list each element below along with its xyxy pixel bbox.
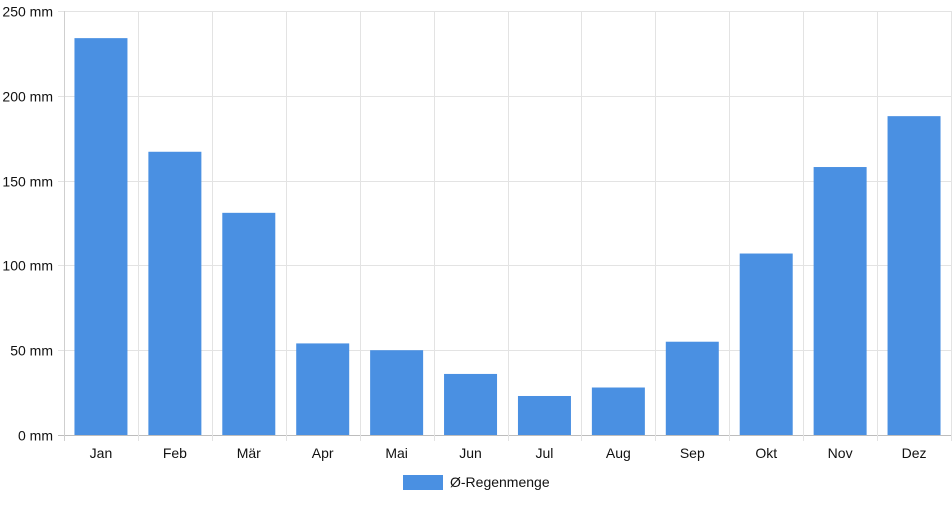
grid: [58, 11, 952, 441]
bar-Nov: [813, 167, 867, 436]
y-tick-label: 250 mm: [2, 4, 53, 20]
x-tick-label: Apr: [312, 445, 334, 461]
y-tick-label: 0 mm: [18, 428, 53, 444]
bar-Jul: [517, 395, 571, 435]
x-tick-label: Dez: [902, 445, 927, 461]
x-tick-label: Jul: [536, 445, 554, 461]
bar-Aug: [591, 387, 645, 435]
x-tick-label: Sep: [680, 445, 705, 461]
bar-Mär: [222, 212, 276, 435]
y-tick-label: 200 mm: [2, 89, 53, 105]
x-tick-label: Jan: [90, 445, 113, 461]
bar-Mai: [370, 350, 424, 435]
x-tick-label: Mai: [385, 445, 408, 461]
legend: Ø-Regenmenge: [403, 474, 550, 490]
x-tick-label: Mär: [237, 445, 261, 461]
y-tick-label: 150 mm: [2, 174, 53, 190]
x-tick-label: Jun: [459, 445, 482, 461]
y-tick-label: 50 mm: [10, 343, 53, 359]
legend-swatch: [403, 475, 443, 490]
axes: 0 mm 50 mm 100 mm 150 mm 200 mm 250 mm Jan Feb M…: [2, 4, 926, 462]
bar-Jun: [444, 373, 498, 435]
bar-Okt: [739, 253, 793, 435]
bar-Jan: [74, 38, 128, 436]
legend-label: Ø-Regenmenge: [450, 474, 550, 490]
x-tick-label: Nov: [828, 445, 853, 461]
bars: [74, 38, 941, 436]
bar-Sep: [665, 341, 719, 435]
x-tick-label: Feb: [163, 445, 187, 461]
y-tick-label: 100 mm: [2, 258, 53, 274]
x-tick-label: Okt: [755, 445, 777, 461]
x-tick-label: Aug: [606, 445, 631, 461]
bar-Feb: [148, 151, 202, 435]
bar-Dez: [887, 116, 941, 435]
bar-Apr: [296, 343, 350, 435]
